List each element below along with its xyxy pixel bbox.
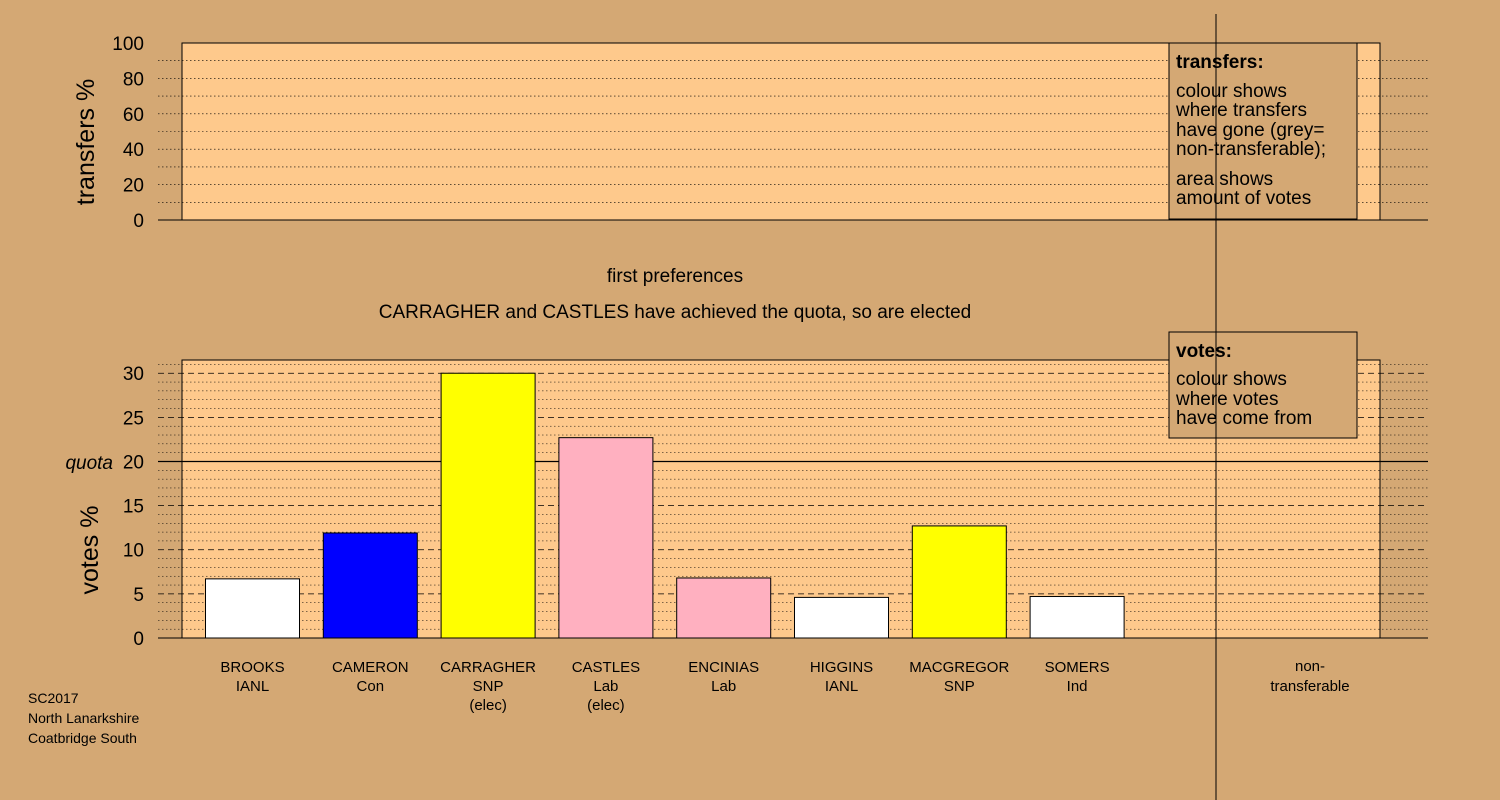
votes-y-tick-label: 0 xyxy=(133,629,144,650)
candidate-label-party: Ind xyxy=(1067,678,1088,695)
candidate-label-name: CASTLES xyxy=(572,659,640,676)
transfers-legend-line-6: amount of votes xyxy=(1176,188,1311,209)
transfers-panel: 0 20 40 60 80 100 transfers % transfers: colo… xyxy=(72,34,1428,232)
transfers-y-tick-label: 20 xyxy=(123,176,144,197)
votes-legend-box xyxy=(1168,331,1358,439)
candidate-label-name: ENCINIAS xyxy=(688,659,759,676)
transfers-legend: transfers: colour shows where transfers … xyxy=(1168,42,1358,220)
transfers-y-tick-label: 0 xyxy=(133,211,144,232)
candidate-label-party: Con xyxy=(357,678,385,695)
stage-subtitle: CARRAGHER and CASTLES have achieved the … xyxy=(379,302,972,323)
vote-bar-brooks xyxy=(205,578,300,639)
transfers-legend-line-5: area shows xyxy=(1176,169,1273,190)
quota-label: quota xyxy=(65,453,113,474)
candidate-label-name: HIGGINS xyxy=(810,659,873,676)
candidate-label-name: CARRAGHER xyxy=(440,659,536,676)
votes-y-tick-label: 15 xyxy=(123,497,144,518)
candidate-label-party: IANL xyxy=(825,678,858,695)
votes-panel: 0 5 10 15 20 25 30 BROOKS IANL CAMERON Con CARRAGH… xyxy=(65,331,1428,714)
transfers-y-tick-label: 100 xyxy=(112,34,144,55)
vote-bar-higgins xyxy=(794,596,889,639)
votes-y-axis-ticks: 0 5 10 15 20 25 30 xyxy=(123,364,144,650)
candidate-label-note: (elec) xyxy=(469,697,507,714)
transfers-legend-line-1: colour shows xyxy=(1176,81,1287,102)
footer-line-2: North Lanarkshire xyxy=(28,710,139,726)
votes-legend-line-2: where votes xyxy=(1175,389,1278,410)
stage-title: first preferences xyxy=(607,266,743,287)
transfers-y-tick-label: 40 xyxy=(123,140,144,161)
vote-bar-somers xyxy=(1029,596,1125,639)
nontransferable-label-line-2: transferable xyxy=(1270,678,1349,695)
transfers-legend-line-2: where transfers xyxy=(1175,100,1307,121)
transfers-y-tick-label: 60 xyxy=(123,105,144,126)
transfers-legend-title: transfers: xyxy=(1176,52,1264,73)
candidate-label-party: Lab xyxy=(593,678,618,695)
footer-line-1: SC2017 xyxy=(28,690,79,706)
candidate-label-party: Lab xyxy=(711,678,736,695)
transfers-legend-box xyxy=(1168,42,1358,220)
vote-bar-macgregor xyxy=(911,525,1007,639)
transfers-legend-line-4: non-transferable); xyxy=(1176,139,1326,160)
candidate-label-party: IANL xyxy=(236,678,269,695)
votes-legend-line-1: colour shows xyxy=(1176,369,1287,390)
candidate-label-party: SNP xyxy=(473,678,504,695)
votes-y-tick-label: 30 xyxy=(123,364,144,385)
votes-legend-line-3: have come from xyxy=(1176,408,1312,429)
votes-y-tick-label: 20 xyxy=(123,452,144,473)
votes-legend: votes: colour shows where votes have com… xyxy=(1168,331,1358,439)
vote-bar-encinias xyxy=(676,577,772,639)
vote-bar-cameron xyxy=(322,532,418,639)
transfers-y-axis-ticks: 0 20 40 60 80 100 xyxy=(112,34,144,232)
transfers-legend-line-3: have gone (grey= xyxy=(1176,120,1324,141)
nontransferable-label-line-1: non- xyxy=(1295,658,1325,675)
vote-bar-castles xyxy=(558,437,654,639)
candidate-label-note: (elec) xyxy=(587,697,625,714)
votes-bars xyxy=(205,372,1125,639)
votes-legend-title: votes: xyxy=(1176,341,1232,362)
transfers-y-axis-label: transfers % xyxy=(72,79,100,205)
transfers-y-tick-label: 80 xyxy=(123,69,144,90)
votes-y-axis-label: votes % xyxy=(76,506,104,595)
footer-line-3: Coatbridge South xyxy=(28,730,137,746)
votes-y-tick-label: 5 xyxy=(133,585,144,606)
votes-y-tick-label: 25 xyxy=(123,408,144,429)
candidate-label-name: CAMERON xyxy=(332,659,409,676)
vote-bar-carragher xyxy=(440,372,536,639)
votes-y-tick-label: 10 xyxy=(123,541,144,562)
candidate-labels: BROOKS IANL CAMERON Con CARRAGHER SNP (elec) CA… xyxy=(220,659,1109,714)
candidate-label-name: SOMERS xyxy=(1045,659,1110,676)
candidate-label-name: BROOKS xyxy=(220,659,284,676)
candidate-label-party: SNP xyxy=(944,678,975,695)
candidate-label-name: MACGREGOR xyxy=(909,659,1009,676)
